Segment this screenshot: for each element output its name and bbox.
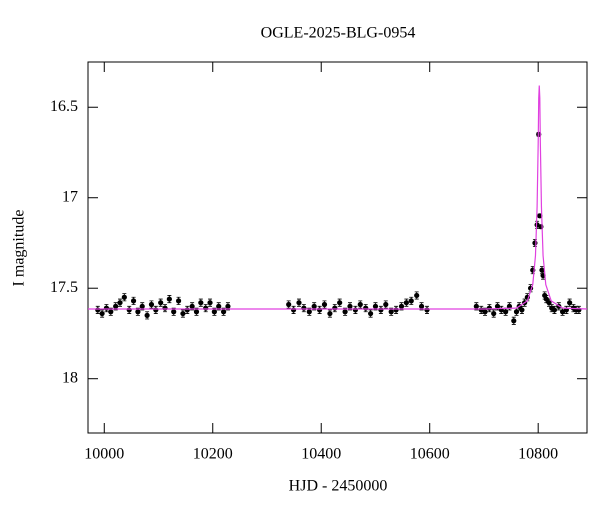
data-point bbox=[337, 300, 343, 306]
data-point bbox=[551, 307, 558, 313]
data-point bbox=[403, 300, 409, 306]
x-tick-label: 10600 bbox=[410, 446, 450, 463]
data-point bbox=[388, 309, 394, 315]
data-point bbox=[158, 300, 164, 306]
data-point bbox=[486, 305, 492, 311]
data-point bbox=[113, 303, 119, 309]
data-point bbox=[126, 307, 132, 313]
data-point bbox=[372, 303, 379, 309]
data-point bbox=[207, 300, 213, 306]
data-point bbox=[95, 307, 101, 313]
data-point bbox=[162, 305, 168, 311]
y-tick-label: 17 bbox=[62, 188, 78, 205]
data-point bbox=[321, 301, 328, 308]
data-point bbox=[511, 318, 517, 324]
data-point bbox=[414, 292, 420, 299]
data-point bbox=[135, 309, 141, 315]
data-point bbox=[418, 303, 425, 309]
data-point bbox=[546, 300, 552, 306]
data-point bbox=[311, 303, 317, 309]
data-point bbox=[383, 301, 389, 308]
x-axis-label: HJD - 2450000 bbox=[289, 478, 388, 495]
data-point bbox=[473, 303, 479, 309]
data-point bbox=[175, 298, 182, 304]
data-point bbox=[494, 303, 501, 309]
data-point bbox=[184, 307, 190, 313]
data-point bbox=[306, 309, 312, 315]
x-tick-label: 10400 bbox=[301, 446, 341, 463]
data-point bbox=[317, 307, 323, 313]
data-point bbox=[117, 300, 123, 306]
data-point bbox=[180, 310, 186, 317]
data-point bbox=[342, 309, 348, 315]
data-point bbox=[130, 298, 137, 304]
data-point bbox=[296, 300, 302, 306]
x-tick-label: 10200 bbox=[193, 446, 233, 463]
data-point bbox=[327, 310, 333, 317]
data-point bbox=[543, 296, 549, 302]
data-point bbox=[539, 267, 545, 273]
data-point bbox=[519, 307, 525, 313]
data-point bbox=[225, 303, 231, 309]
data-point bbox=[198, 300, 204, 306]
x-tick-label: 10800 bbox=[518, 446, 558, 463]
data-point bbox=[506, 303, 513, 309]
data-point bbox=[347, 303, 353, 309]
y-tick-label: 18 bbox=[62, 369, 78, 386]
data-point bbox=[567, 300, 573, 306]
data-point bbox=[153, 307, 159, 313]
data-point bbox=[220, 309, 227, 315]
data-point bbox=[189, 303, 195, 309]
data-point bbox=[332, 305, 338, 311]
data-point bbox=[408, 298, 414, 304]
data-point bbox=[211, 309, 217, 315]
plot-frame bbox=[87, 61, 588, 434]
data-point bbox=[121, 294, 127, 300]
y-tick-label: 17.5 bbox=[50, 279, 78, 296]
y-axis-label: I magnitude bbox=[11, 210, 28, 287]
data-point bbox=[193, 309, 200, 315]
data-point bbox=[290, 307, 297, 313]
chart-title: OGLE-2025-BLG-0954 bbox=[261, 25, 416, 42]
data-point bbox=[503, 309, 509, 315]
data-point bbox=[216, 303, 222, 309]
data-point bbox=[103, 305, 110, 311]
data-point bbox=[301, 305, 307, 311]
data-point bbox=[367, 310, 374, 317]
data-point bbox=[352, 307, 358, 313]
data-point bbox=[166, 296, 172, 302]
data-point bbox=[286, 301, 292, 308]
y-tick-label: 16.5 bbox=[50, 98, 78, 115]
data-point bbox=[513, 309, 520, 315]
data-point bbox=[171, 309, 177, 315]
data-point bbox=[99, 310, 105, 317]
data-point bbox=[393, 307, 399, 313]
data-point bbox=[491, 310, 497, 317]
x-tick-label: 10000 bbox=[84, 446, 124, 463]
model-line bbox=[88, 85, 588, 310]
data-point bbox=[144, 312, 150, 318]
data-point bbox=[532, 240, 538, 246]
data-point bbox=[378, 307, 384, 313]
data-point bbox=[482, 309, 488, 315]
data-point bbox=[108, 309, 114, 315]
data-point bbox=[398, 303, 405, 309]
data-point bbox=[424, 307, 430, 313]
data-point bbox=[203, 305, 209, 311]
data-point bbox=[357, 301, 363, 308]
data-point bbox=[139, 303, 145, 309]
data-point bbox=[363, 305, 369, 311]
data-point bbox=[148, 301, 155, 308]
